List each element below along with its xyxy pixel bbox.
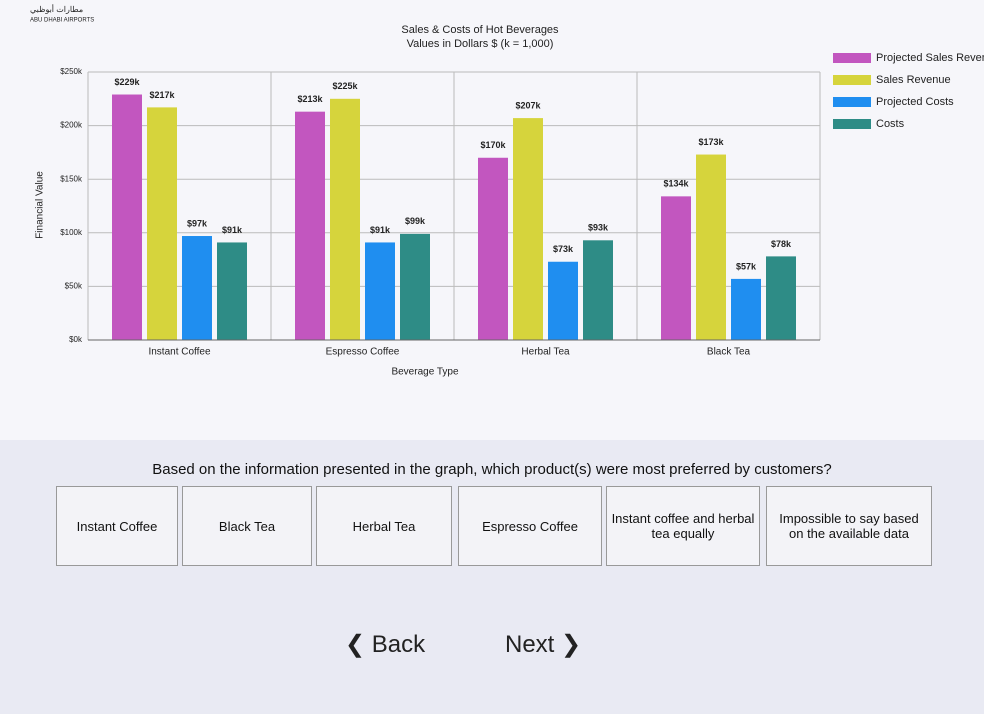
value-label: $91k [222, 225, 243, 235]
answer-option[interactable]: Espresso Coffee [458, 486, 602, 566]
bar [766, 256, 796, 340]
y-tick-label: $50k [65, 282, 83, 291]
bar [365, 242, 395, 340]
value-label: $99k [405, 216, 426, 226]
answer-option[interactable]: Black Tea [182, 486, 312, 566]
legend-label: Costs [876, 118, 905, 130]
value-label: $173k [698, 137, 724, 147]
bar [513, 118, 543, 340]
value-label: $213k [297, 94, 323, 104]
value-label: $225k [332, 81, 358, 91]
chart: مطارات أبوظبي ABU DHABI AIRPORTS Sales &… [0, 0, 984, 440]
bar [478, 157, 508, 340]
value-label: $170k [480, 140, 506, 150]
value-label: $217k [149, 90, 175, 100]
bar [548, 261, 578, 340]
value-label: $229k [114, 77, 140, 87]
logo-name: ABU DHABI AIRPORTS [30, 18, 94, 24]
value-label: $97k [187, 218, 208, 228]
bar [330, 98, 360, 340]
bar [295, 111, 325, 340]
bar [661, 196, 691, 340]
next-label: Next [505, 631, 555, 658]
logo-arabic: مطارات أبوظبي [30, 3, 83, 14]
x-tick-label: Instant Coffee [148, 347, 211, 358]
value-label: $93k [588, 223, 609, 233]
legend-label: Projected Sales Revenue [876, 52, 984, 64]
legend-label: Sales Revenue [876, 74, 951, 86]
answer-option[interactable]: Instant coffee and herbal tea equally [606, 486, 760, 566]
y-tick-label: $100k [60, 228, 83, 237]
legend-label: Projected Costs [876, 96, 954, 108]
chart-title: Sales & Costs of Hot Beverages [401, 24, 559, 36]
y-tick-label: $0k [69, 335, 83, 344]
y-tick-label: $200k [60, 121, 83, 130]
x-axis-label: Beverage Type [391, 367, 459, 378]
value-label: $78k [771, 239, 792, 249]
bar [731, 278, 761, 340]
value-label: $57k [736, 261, 757, 271]
chart-subtitle: Values in Dollars $ (k = 1,000) [407, 38, 554, 50]
bar [583, 240, 613, 340]
legend-swatch [833, 97, 871, 107]
back-label: Back [371, 631, 426, 658]
bar [217, 242, 247, 340]
bar [112, 94, 142, 341]
y-axis-label: Financial Value [35, 171, 46, 239]
x-tick-label: Herbal Tea [521, 347, 570, 358]
value-label: $207k [515, 100, 541, 110]
answer-option[interactable]: Herbal Tea [316, 486, 452, 566]
value-label: $91k [370, 225, 391, 235]
value-label: $73k [553, 244, 574, 254]
legend-swatch [833, 119, 871, 129]
legend-swatch [833, 53, 871, 63]
back-button[interactable]: ❮ Back [345, 631, 426, 658]
legend-swatch [833, 75, 871, 85]
y-tick-label: $150k [60, 174, 83, 183]
bar [696, 154, 726, 340]
x-tick-label: Black Tea [707, 347, 751, 358]
value-label: $134k [663, 179, 689, 189]
question: Based on the information presented in th… [152, 461, 832, 478]
next-button[interactable]: Next ❯ [505, 631, 582, 658]
bar [147, 107, 177, 340]
answer-option[interactable]: Impossible to say based on the available… [766, 486, 932, 566]
answer-option[interactable]: Instant Coffee [56, 486, 178, 566]
x-tick-label: Espresso Coffee [326, 347, 400, 358]
y-tick-label: $250k [60, 67, 83, 76]
bar [400, 233, 430, 340]
bar [182, 236, 212, 340]
